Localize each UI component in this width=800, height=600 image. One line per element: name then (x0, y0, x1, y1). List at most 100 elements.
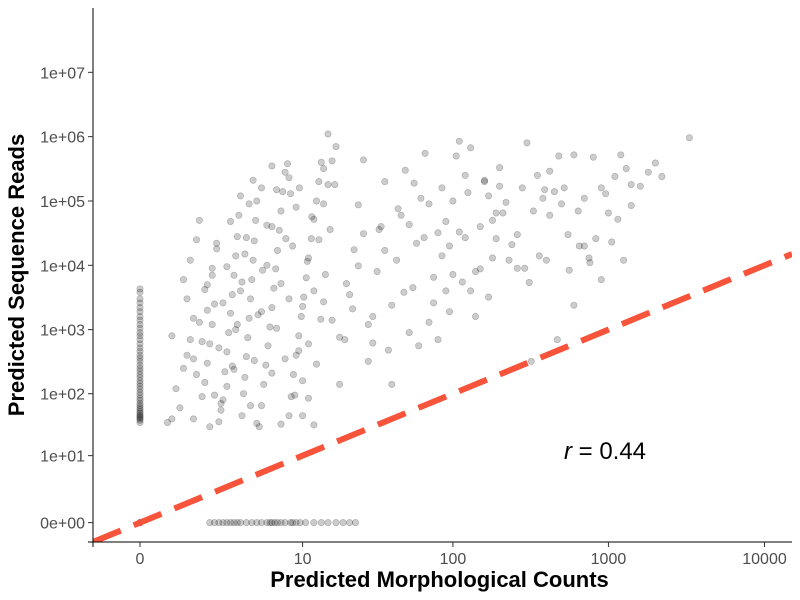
data-point (263, 519, 271, 527)
data-point (292, 203, 300, 211)
data-point (464, 189, 472, 197)
data-point (180, 276, 188, 284)
data-point (394, 205, 402, 213)
y-tick-label: 1e+04 (40, 258, 85, 275)
data-point (533, 171, 541, 179)
data-point (354, 201, 362, 209)
data-point (193, 236, 201, 244)
data-point (364, 357, 372, 365)
data-point (223, 519, 231, 527)
data-point (249, 256, 257, 264)
data-point (328, 157, 336, 165)
data-point (332, 143, 340, 151)
data-point (434, 336, 442, 344)
data-point (136, 409, 144, 417)
data-point (136, 364, 144, 372)
data-point (262, 361, 270, 369)
data-point (430, 299, 438, 307)
data-point (296, 519, 304, 527)
data-point (421, 149, 429, 157)
data-point (136, 354, 144, 362)
data-point (339, 519, 347, 527)
data-point (499, 209, 507, 217)
data-point (502, 198, 510, 206)
data-point (136, 415, 144, 423)
data-point (249, 176, 257, 184)
data-point (277, 280, 285, 288)
data-point (136, 367, 144, 375)
data-point (164, 418, 172, 426)
x-tick-label: 1000 (591, 551, 627, 568)
data-point (172, 385, 180, 393)
data-point (369, 339, 377, 347)
data-point (208, 320, 216, 328)
data-point (263, 221, 271, 229)
data-point (297, 312, 305, 320)
data-point (198, 338, 206, 346)
data-point (244, 334, 252, 342)
data-point (227, 519, 235, 527)
data-point (597, 276, 605, 284)
data-point (286, 519, 294, 527)
data-point (183, 351, 191, 359)
correlation-symbol: r (564, 438, 573, 465)
data-point (180, 364, 188, 372)
data-point (438, 184, 446, 192)
data-point (295, 347, 303, 355)
data-point (273, 324, 281, 332)
data-point (303, 257, 311, 265)
data-point (230, 519, 238, 527)
data-point (238, 412, 246, 420)
data-point (417, 194, 425, 202)
data-point (445, 242, 453, 250)
data-point (203, 281, 211, 289)
data-point (285, 295, 293, 303)
data-point (555, 152, 563, 160)
data-point (518, 184, 526, 192)
data-point (277, 207, 285, 215)
data-point (257, 402, 265, 410)
x-tick-label: 100 (440, 551, 467, 568)
data-point (557, 200, 565, 208)
data-point (315, 178, 323, 186)
data-point (471, 267, 479, 275)
data-point (617, 151, 625, 159)
data-point (206, 340, 214, 348)
reference-line-layer (93, 251, 792, 542)
data-point (310, 421, 318, 429)
data-point (237, 287, 245, 295)
data-point (264, 342, 272, 350)
data-point (409, 284, 417, 292)
data-point (553, 336, 561, 344)
data-point (241, 250, 249, 258)
data-point (336, 380, 344, 388)
axes-layer: 0 10 100 1000 10000 0e+00 1e+01 1e+02 1e+03 1e+04… (40, 8, 792, 568)
data-point (291, 391, 299, 399)
data-point (252, 216, 260, 224)
data-point (308, 213, 316, 221)
data-point (260, 380, 268, 388)
data-point (242, 519, 250, 527)
y-tick-label: 0e+00 (40, 516, 85, 533)
data-point (412, 239, 420, 247)
data-point (397, 211, 405, 219)
data-point (168, 415, 176, 423)
data-point (136, 312, 144, 320)
data-point (485, 192, 493, 200)
data-point (354, 262, 362, 270)
data-point (257, 184, 265, 192)
data-point (492, 209, 500, 217)
data-point (221, 368, 229, 376)
data-point (492, 235, 500, 243)
data-point (190, 314, 198, 322)
data-point (300, 293, 308, 301)
data-point (476, 223, 484, 231)
data-point (539, 194, 547, 202)
data-point (405, 221, 413, 229)
data-point (369, 312, 377, 320)
data-point (195, 216, 203, 224)
data-point (310, 519, 318, 527)
data-point (213, 239, 221, 247)
